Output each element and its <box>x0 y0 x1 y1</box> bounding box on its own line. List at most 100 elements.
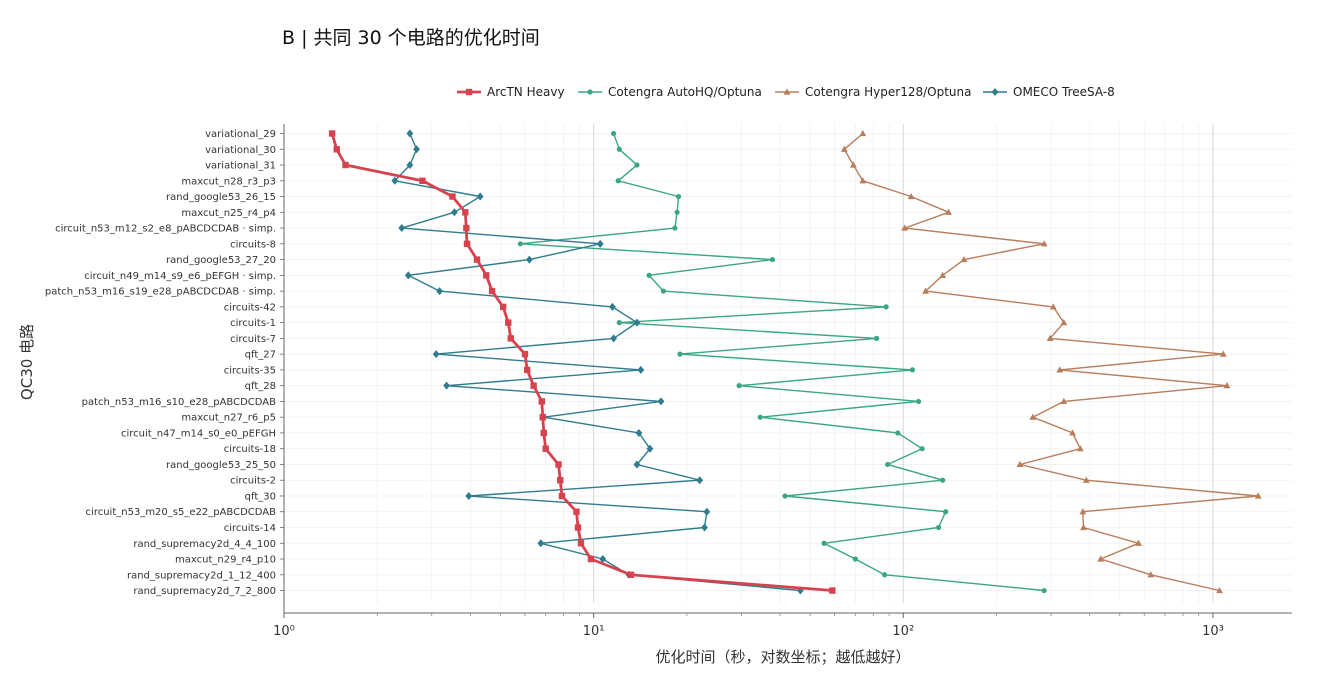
data-point <box>555 461 562 468</box>
data-point <box>398 224 406 233</box>
plot-area <box>284 124 1292 603</box>
data-point <box>859 177 867 184</box>
data-point <box>615 178 621 184</box>
data-point <box>499 303 507 311</box>
data-point <box>436 287 443 296</box>
data-point <box>391 176 399 185</box>
data-point <box>488 287 496 295</box>
data-point <box>616 146 622 152</box>
data-point <box>419 177 426 184</box>
y-tick-label: qft_27 <box>245 350 276 361</box>
y-tick-label: qft_28 <box>245 381 276 392</box>
x-tick-label: 10³ <box>1202 624 1224 639</box>
data-point <box>909 367 916 373</box>
data-point <box>852 556 858 562</box>
grid <box>283 124 1292 603</box>
y-tick-label: circuits-18 <box>224 444 276 455</box>
data-point <box>1076 445 1084 452</box>
y-tick-label: variational_31 <box>205 161 276 172</box>
y-tick-label: rand_google53_26_15 <box>166 192 276 203</box>
legend-label: Cotengra Hyper128/Optuna <box>805 85 971 99</box>
data-point <box>881 572 888 578</box>
data-point <box>463 240 471 248</box>
data-point <box>769 256 776 263</box>
data-point <box>1040 240 1048 247</box>
data-point <box>1216 586 1223 594</box>
data-point <box>895 430 901 436</box>
series-line <box>519 133 1045 592</box>
data-point <box>633 460 641 469</box>
y-tick-label: maxcut_n28_r3_p3 <box>181 176 276 187</box>
data-point <box>1223 382 1231 389</box>
data-point <box>616 320 622 326</box>
series-arctn-heavy <box>328 130 836 594</box>
y-tick-label: rand_google53_27_20 <box>166 255 276 266</box>
legend-swatch-marker <box>465 88 473 96</box>
data-point <box>627 571 635 578</box>
data-point <box>1082 476 1090 483</box>
y-tick-label: maxcut_n25_r4_p4 <box>181 208 276 219</box>
data-point <box>599 555 607 564</box>
data-point <box>1079 508 1087 515</box>
data-point <box>443 381 450 390</box>
data-point <box>634 162 640 168</box>
data-point <box>960 255 968 263</box>
data-point <box>701 523 708 532</box>
data-point <box>530 382 537 389</box>
y-tick-label: circuits-1 <box>230 318 276 329</box>
y-tick-label: maxcut_n27_r6_p5 <box>181 413 276 424</box>
data-point <box>558 492 566 500</box>
data-point <box>782 493 788 499</box>
chart-title: B | 共同 30 个电路的优化时间 <box>282 27 540 49</box>
data-point <box>919 446 925 452</box>
data-point <box>945 208 952 215</box>
legend-label: OMECO TreeSA-8 <box>1013 85 1115 99</box>
legend-label: ArcTN Heavy <box>487 85 565 99</box>
data-point <box>703 507 711 516</box>
data-point <box>505 319 512 326</box>
data-point <box>633 318 641 327</box>
legend-swatch-marker <box>991 88 999 96</box>
data-point <box>660 288 667 294</box>
data-point <box>657 397 665 406</box>
data-point <box>821 540 827 546</box>
data-point <box>537 539 545 548</box>
y-tick-label: circuit_n53_m20_s5_e22_pABCDCDAB <box>86 507 277 518</box>
data-point <box>573 508 580 515</box>
data-point <box>465 491 473 500</box>
data-point <box>333 146 340 153</box>
data-point <box>915 398 922 405</box>
data-point <box>935 524 942 531</box>
data-point <box>672 225 678 231</box>
data-point <box>1060 319 1068 326</box>
plot-background <box>284 124 1292 603</box>
y-tick-label: circuit_n49_m14_s9_e6_pEFGH · simp. <box>84 271 276 282</box>
data-point <box>450 208 458 217</box>
legend-item: Cotengra AutoHQ/Optuna <box>578 85 762 99</box>
data-point <box>646 444 654 453</box>
data-point <box>922 287 929 294</box>
data-point <box>1254 492 1262 499</box>
y-tick-label: circuits-7 <box>230 334 276 345</box>
x-tick-label: 10⁰ <box>273 624 295 639</box>
data-point <box>476 192 484 201</box>
data-point <box>885 461 891 468</box>
data-point <box>1219 350 1227 357</box>
legend-label: Cotengra AutoHQ/Optuna <box>608 85 762 99</box>
data-point <box>1147 571 1155 578</box>
data-point <box>557 477 564 484</box>
data-point <box>413 145 420 154</box>
data-point <box>675 193 682 200</box>
data-point <box>883 304 889 310</box>
legend-swatch-marker <box>587 89 593 95</box>
data-point <box>1097 555 1105 562</box>
y-tick-label: rand_google53_25_50 <box>166 460 276 471</box>
x-tick-labels: 10⁰ 10¹ 10² 10³ <box>273 624 1224 639</box>
data-point <box>674 209 680 215</box>
y-tick-label: circuit_n53_m12_s2_e8_pABCDCDAB · simp. <box>55 224 276 235</box>
data-point <box>525 255 533 264</box>
x-axis-label: 优化时间（秒，对数坐标；越低越好） <box>655 648 910 666</box>
y-tick-label: rand_supremacy2d_4_4_100 <box>133 539 276 550</box>
x-tick-label: 10² <box>892 624 914 639</box>
data-point <box>538 398 545 405</box>
